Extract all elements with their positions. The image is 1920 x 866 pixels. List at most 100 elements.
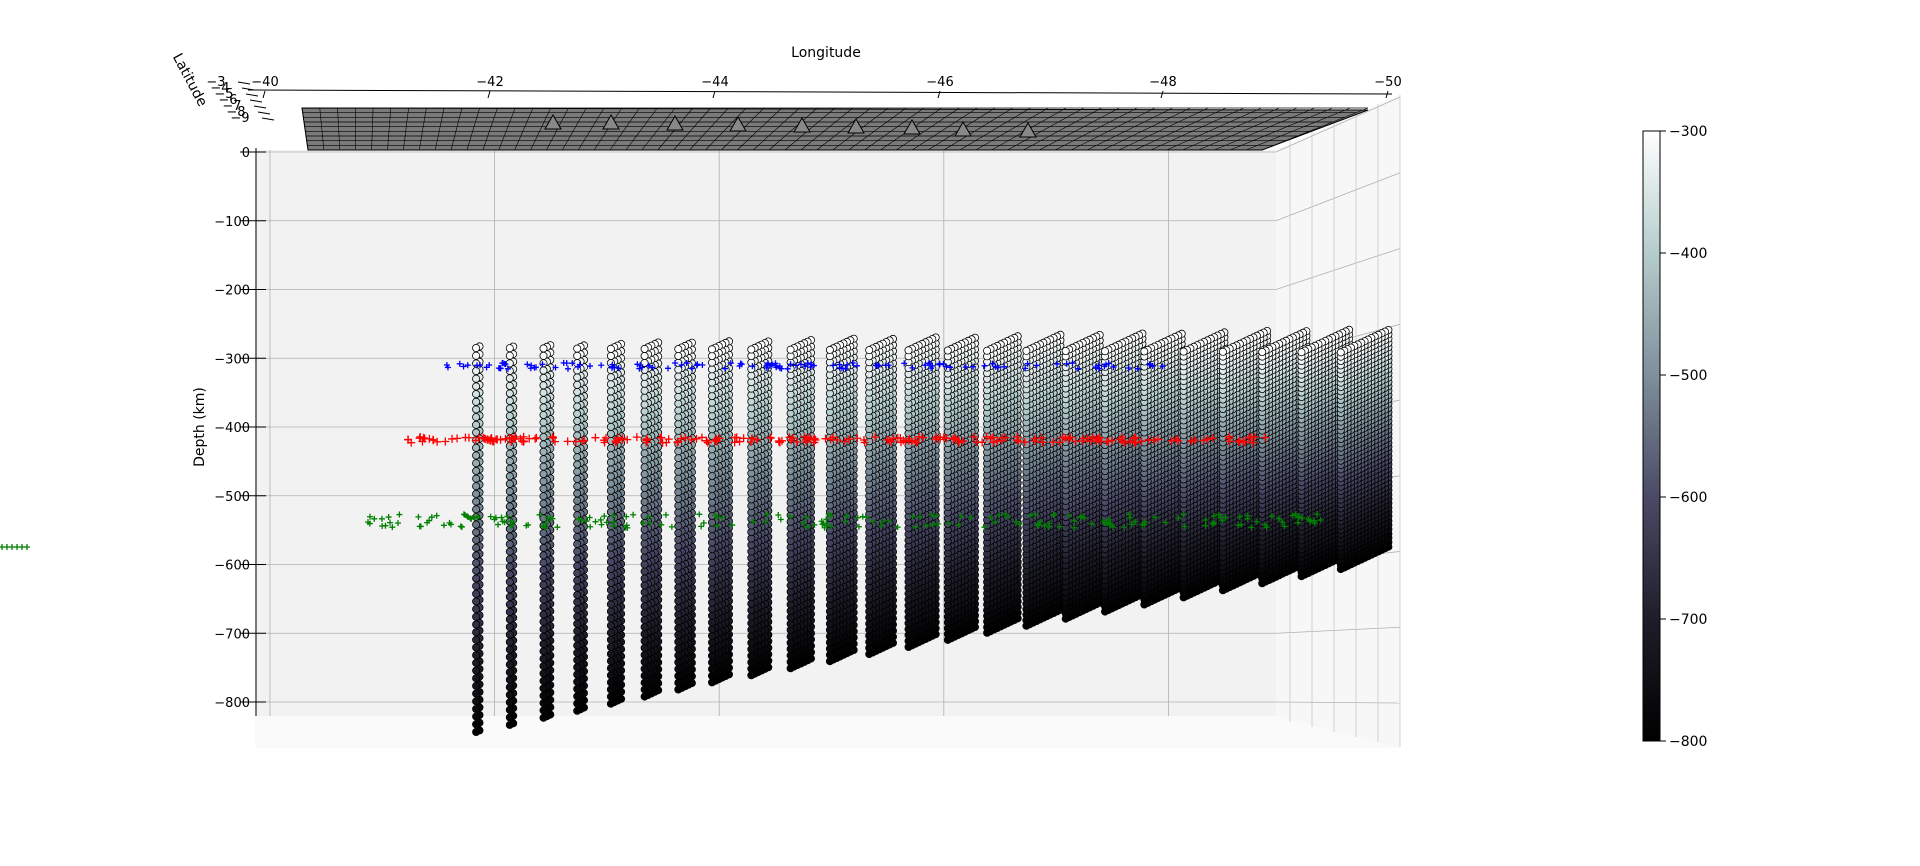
grid-point bbox=[674, 583, 683, 592]
grid-point bbox=[674, 385, 683, 394]
grid-point bbox=[539, 558, 548, 567]
grid-point bbox=[539, 595, 548, 604]
grid-point bbox=[573, 525, 582, 534]
grid-point bbox=[708, 665, 717, 674]
grid-point bbox=[674, 637, 683, 646]
grid-point bbox=[606, 607, 615, 616]
grid-point bbox=[674, 372, 683, 381]
surface-lon-line bbox=[498, 107, 516, 151]
surface-lon-line bbox=[1086, 107, 1173, 151]
grid-point bbox=[539, 381, 548, 390]
grid-point bbox=[606, 536, 615, 545]
grid-point bbox=[539, 410, 548, 419]
grid-point bbox=[505, 457, 514, 466]
grid-point bbox=[606, 685, 615, 694]
grid-point bbox=[505, 411, 514, 420]
grid-point bbox=[640, 483, 649, 492]
grid-point bbox=[573, 561, 582, 570]
grid-point bbox=[472, 651, 481, 660]
grid-point bbox=[674, 379, 683, 388]
grid-point bbox=[640, 525, 649, 534]
grid-point bbox=[674, 569, 683, 578]
grid-point bbox=[573, 641, 582, 650]
grid-point bbox=[472, 589, 481, 598]
grid-point bbox=[674, 392, 683, 401]
grid-point bbox=[505, 668, 514, 677]
grid-point bbox=[539, 455, 548, 464]
surface-lon-line bbox=[752, 107, 800, 151]
grid-point bbox=[539, 344, 548, 353]
grid-point bbox=[674, 474, 683, 483]
grid-point bbox=[573, 634, 582, 643]
grid-point bbox=[674, 494, 683, 503]
z-gridline-side bbox=[1275, 626, 1401, 634]
grid-point bbox=[573, 648, 582, 657]
grid-point bbox=[606, 600, 615, 609]
grid-point bbox=[472, 420, 481, 429]
grid-point bbox=[539, 706, 548, 715]
grid-point bbox=[505, 713, 514, 722]
grid-point bbox=[674, 460, 683, 469]
grid-point bbox=[505, 577, 514, 586]
surface-lon-line bbox=[1023, 107, 1102, 151]
grid-point bbox=[472, 628, 481, 637]
grid-point bbox=[472, 543, 481, 552]
grid-point bbox=[708, 405, 717, 414]
grid-point bbox=[472, 497, 481, 506]
grid-point bbox=[640, 456, 649, 465]
grid-point bbox=[539, 617, 548, 626]
grid-point bbox=[606, 415, 615, 424]
grid-point bbox=[573, 569, 582, 578]
grid-point bbox=[606, 358, 615, 367]
grid-point bbox=[606, 500, 615, 509]
grid-point bbox=[472, 451, 481, 460]
grid-point bbox=[505, 374, 514, 383]
grid-point bbox=[505, 449, 514, 458]
grid-point bbox=[674, 515, 683, 524]
grid-point bbox=[606, 465, 615, 474]
surface-lon-line bbox=[450, 107, 463, 151]
grid-point bbox=[505, 419, 514, 428]
grid-point bbox=[505, 404, 514, 413]
grid-point bbox=[708, 645, 717, 654]
grid-point bbox=[606, 472, 615, 481]
grid-point bbox=[573, 416, 582, 425]
grid-point bbox=[539, 351, 548, 360]
grid-point bbox=[708, 551, 717, 560]
grid-point bbox=[640, 671, 649, 680]
grid-point bbox=[573, 373, 582, 382]
grid-point bbox=[539, 639, 548, 648]
grid-point bbox=[573, 583, 582, 592]
grid-point bbox=[539, 529, 548, 538]
grid-point-column bbox=[539, 341, 555, 722]
grid-point bbox=[505, 344, 514, 353]
grid-point bbox=[472, 612, 481, 621]
grid-point bbox=[539, 551, 548, 560]
grid-point bbox=[573, 438, 582, 447]
grid-point bbox=[606, 586, 615, 595]
grid-point bbox=[640, 643, 649, 652]
grid-point bbox=[606, 444, 615, 453]
grid-point bbox=[640, 470, 649, 479]
grid-point bbox=[472, 505, 481, 514]
grid-point bbox=[573, 431, 582, 440]
grid-point bbox=[640, 650, 649, 659]
surface-lon-line bbox=[912, 107, 978, 151]
grid-point bbox=[606, 642, 615, 651]
surface-lon-line bbox=[959, 107, 1031, 151]
grid-point bbox=[505, 479, 514, 488]
grid-point bbox=[640, 386, 649, 395]
grid-point bbox=[708, 585, 717, 594]
grid-point bbox=[674, 447, 683, 456]
grid-point bbox=[472, 405, 481, 414]
grid-point bbox=[640, 393, 649, 402]
grid-point-column bbox=[943, 333, 980, 644]
grid-point bbox=[640, 532, 649, 541]
grid-point bbox=[708, 525, 717, 534]
grid-point bbox=[505, 615, 514, 624]
grid-point bbox=[606, 657, 615, 666]
grid-point bbox=[505, 720, 514, 729]
grid-point bbox=[606, 557, 615, 566]
grid-point bbox=[640, 630, 649, 639]
surface-lon-line bbox=[1245, 107, 1351, 151]
